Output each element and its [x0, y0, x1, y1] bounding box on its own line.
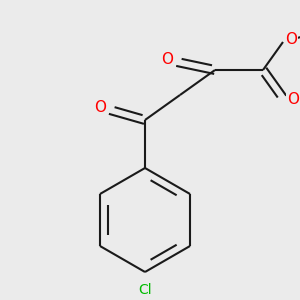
- Text: Cl: Cl: [138, 283, 152, 297]
- Text: O: O: [287, 92, 299, 107]
- Text: O: O: [161, 52, 173, 68]
- Text: O: O: [94, 100, 106, 116]
- Text: O: O: [285, 32, 297, 47]
